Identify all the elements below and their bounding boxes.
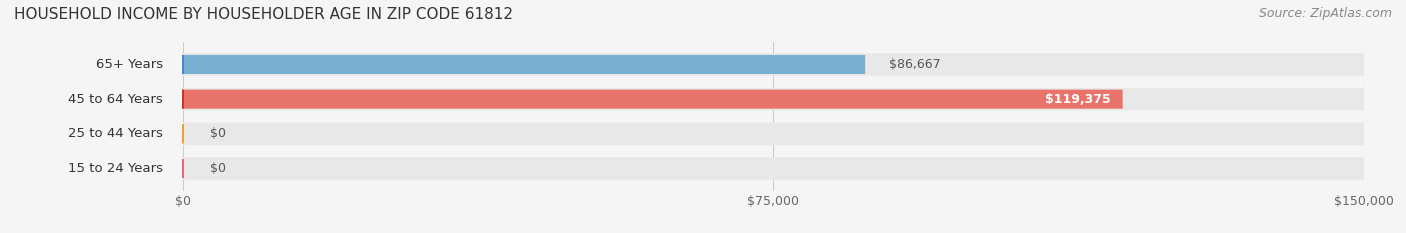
Text: $119,375: $119,375 [1045, 93, 1111, 106]
Text: 25 to 44 Years: 25 to 44 Years [69, 127, 163, 140]
Text: 45 to 64 Years: 45 to 64 Years [69, 93, 163, 106]
FancyBboxPatch shape [183, 53, 1364, 76]
FancyBboxPatch shape [183, 55, 865, 74]
Text: $0: $0 [211, 127, 226, 140]
Text: Source: ZipAtlas.com: Source: ZipAtlas.com [1258, 7, 1392, 20]
Text: $86,667: $86,667 [889, 58, 941, 71]
FancyBboxPatch shape [183, 123, 1364, 145]
Text: 15 to 24 Years: 15 to 24 Years [67, 162, 163, 175]
FancyBboxPatch shape [183, 90, 1123, 109]
Text: HOUSEHOLD INCOME BY HOUSEHOLDER AGE IN ZIP CODE 61812: HOUSEHOLD INCOME BY HOUSEHOLDER AGE IN Z… [14, 7, 513, 22]
Text: $0: $0 [211, 162, 226, 175]
Text: 65+ Years: 65+ Years [96, 58, 163, 71]
FancyBboxPatch shape [183, 157, 1364, 180]
FancyBboxPatch shape [183, 88, 1364, 110]
